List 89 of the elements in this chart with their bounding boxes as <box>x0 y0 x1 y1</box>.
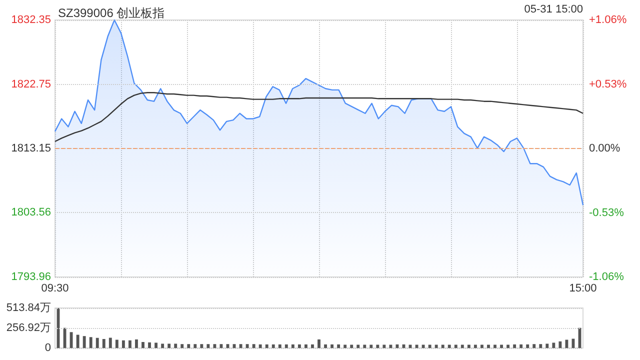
bar <box>108 338 112 348</box>
y2-tick-label: 0.00% <box>589 142 620 154</box>
bar <box>70 332 73 348</box>
bar <box>467 344 470 348</box>
bar <box>102 339 106 348</box>
bar <box>474 344 477 348</box>
y-tick-label: 1803.56 <box>11 206 51 219</box>
y-tick-label: 513.84万 <box>6 302 51 314</box>
bar <box>154 342 158 348</box>
bar <box>246 344 249 348</box>
bar <box>135 339 138 348</box>
bar <box>441 344 444 348</box>
bar <box>539 344 542 348</box>
bar <box>89 337 92 348</box>
bar <box>389 344 392 348</box>
bar <box>168 344 171 348</box>
bar <box>284 344 288 348</box>
bar <box>161 344 164 348</box>
bar <box>415 344 418 348</box>
bar <box>115 340 118 348</box>
bar <box>96 338 99 348</box>
bar <box>454 344 458 348</box>
bar <box>422 344 425 348</box>
bar <box>558 341 562 348</box>
bar <box>487 344 490 348</box>
bar <box>200 344 204 348</box>
y2-tick-label: -1.06% <box>589 271 624 283</box>
bar <box>148 342 151 348</box>
bar <box>76 334 80 348</box>
y-tick-label: 0 <box>44 342 51 354</box>
bar <box>318 339 320 348</box>
bar <box>298 344 301 348</box>
bar <box>142 342 144 348</box>
y-tick-label: 1793.96 <box>11 271 51 283</box>
chart-title: SZ399006 创业板指 <box>58 6 165 20</box>
bar <box>506 344 510 348</box>
bar <box>252 344 256 348</box>
bar <box>370 344 373 348</box>
bar <box>122 340 125 348</box>
bar <box>526 344 530 348</box>
bar <box>337 344 340 348</box>
bar <box>350 344 354 348</box>
bar <box>324 344 327 348</box>
bar <box>428 344 432 348</box>
bar <box>180 344 184 348</box>
bar <box>206 344 210 348</box>
y-tick-label: 1822.75 <box>11 78 51 90</box>
bar <box>82 336 86 348</box>
bar <box>408 344 412 348</box>
y2-tick-label: +0.53% <box>589 78 627 90</box>
bar <box>330 344 334 348</box>
bar <box>376 344 380 348</box>
bar <box>213 344 216 348</box>
bar <box>174 344 178 348</box>
bar <box>513 344 516 348</box>
bar <box>272 344 275 348</box>
bar <box>278 344 282 348</box>
bar <box>532 344 536 348</box>
bar <box>565 340 568 348</box>
y-tick-label: 256.92万 <box>6 322 51 334</box>
bar <box>291 344 294 348</box>
bar <box>500 344 503 348</box>
y-tick-label: 1813.15 <box>11 142 51 155</box>
x-tick-label: 09:30 <box>41 282 69 294</box>
bar <box>344 344 347 348</box>
bar <box>265 344 268 348</box>
bar <box>128 340 132 348</box>
bar <box>382 344 386 348</box>
bar <box>448 344 451 348</box>
bar <box>304 344 308 348</box>
bar <box>494 344 496 348</box>
text: 05-31 15:00 <box>524 4 583 16</box>
x-tick-label: 15:00 <box>569 282 597 294</box>
bar <box>460 344 464 348</box>
bar <box>520 344 523 348</box>
bar <box>552 342 556 348</box>
y2-tick-label: +1.06% <box>589 14 627 26</box>
bar <box>187 344 190 348</box>
bar <box>356 344 360 348</box>
y2-tick-label: -0.53% <box>589 206 624 219</box>
bar <box>363 344 366 348</box>
bar <box>434 344 438 348</box>
bar <box>258 344 262 348</box>
bar <box>194 344 197 348</box>
bar <box>480 344 484 348</box>
line-series <box>54 92 584 142</box>
bar <box>546 344 549 348</box>
y-tick-label: 1832.35 <box>11 14 51 26</box>
bar <box>311 344 314 348</box>
